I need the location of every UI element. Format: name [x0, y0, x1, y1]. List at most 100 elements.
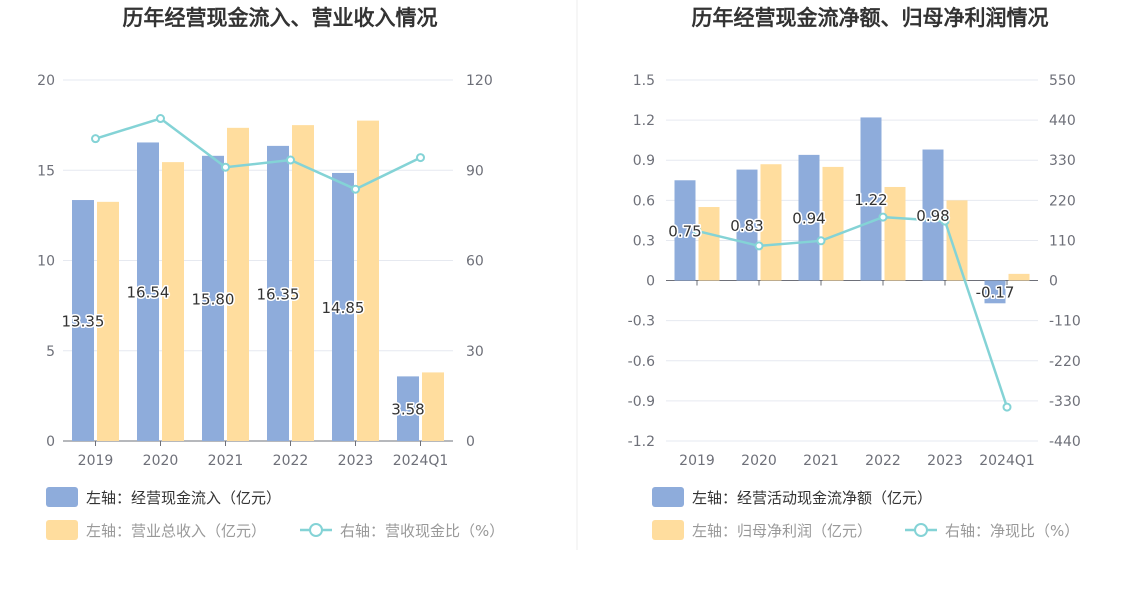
x-axis-tick-label: 2022 — [865, 453, 901, 469]
left-axis-tick-label: 20 — [37, 73, 55, 89]
bar-series-1 — [922, 149, 944, 281]
x-axis-tick-label: 2019 — [679, 453, 715, 469]
bar-series-2 — [422, 372, 444, 441]
bar-series-1 — [137, 142, 159, 441]
left-axis-tick-label: -0.6 — [628, 354, 655, 370]
right-axis-tick-label: 30 — [466, 344, 484, 360]
legend-label: 右轴：营收现金比（%） — [340, 522, 504, 540]
chart-title: 历年经营现金流净额、归母净利润情况 — [692, 6, 1049, 30]
bar-data-label: 0.75 — [668, 222, 701, 240]
legend-swatch-bar-1 — [652, 487, 684, 507]
chart-title: 历年经营现金流入、营业收入情况 — [123, 6, 438, 30]
line-point — [1002, 402, 1012, 412]
right-axis-tick-label: 0 — [466, 434, 475, 450]
left-axis-tick-label: 0 — [646, 274, 655, 290]
left-axis-tick-label: -0.9 — [628, 394, 655, 410]
bar-series-1 — [984, 280, 1006, 304]
right-axis-tick-label: -330 — [1049, 394, 1081, 410]
legend-label: 左轴：经营现金流入（亿元） — [86, 489, 281, 507]
left-axis-tick-label: 0 — [46, 434, 55, 450]
right-axis-tick-label: 440 — [1049, 113, 1076, 129]
line-point — [754, 241, 764, 251]
right-axis-tick-label: 120 — [466, 73, 493, 89]
bar-data-label: 14.85 — [322, 299, 365, 317]
bar-data-label: 15.80 — [192, 290, 235, 308]
line-point — [878, 212, 888, 222]
left-axis-tick-label: 5 — [46, 344, 55, 360]
x-axis-tick-label: 2022 — [273, 453, 309, 469]
line-point — [692, 226, 702, 236]
line-series — [95, 117, 422, 191]
line-point — [91, 134, 100, 144]
right-axis-tick-label: -110 — [1049, 314, 1081, 330]
left-axis-tick-label: -0.3 — [628, 314, 655, 330]
bar-series-1 — [397, 376, 419, 441]
right-axis-tick-label: -440 — [1049, 434, 1081, 450]
legend-swatch-marker — [914, 523, 928, 537]
bar-series-2 — [162, 162, 184, 441]
right-axis-tick-label: 330 — [1049, 153, 1076, 169]
line-point — [416, 153, 425, 163]
bar-data-label: 0.83 — [730, 217, 763, 235]
left-axis-tick-label: 1.5 — [633, 73, 655, 89]
x-axis-tick-label: 2024Q1 — [393, 453, 449, 469]
bar-data-label: 0.98 — [916, 207, 949, 225]
chart-panel-1: 历年经营现金流入、营业收入情况 0 5 10 15 20 0 30 60 90 120 2019 202… — [37, 6, 504, 540]
bar-data-label: 3.58 — [391, 401, 424, 419]
bar-series-1 — [798, 154, 820, 281]
right-axis-tick-label: 220 — [1049, 193, 1076, 209]
right-axis-tick-label: 550 — [1049, 73, 1076, 89]
legend-swatch-bar-2 — [46, 520, 78, 540]
line-point — [221, 162, 230, 172]
right-axis-tick-label: 90 — [466, 163, 484, 179]
x-axis-tick-label: 2023 — [338, 453, 374, 469]
x-axis-tick-label: 2021 — [803, 453, 839, 469]
bar-series-2 — [760, 164, 782, 281]
bar-series-2 — [1008, 273, 1030, 281]
line-point — [351, 184, 360, 194]
bar-data-label: 0.94 — [792, 210, 825, 228]
bar-series-2 — [357, 120, 379, 442]
x-axis-tick-label: 2020 — [741, 453, 777, 469]
legend-swatch-bar-1 — [46, 487, 78, 507]
bar-data-label: 1.22 — [854, 191, 887, 209]
left-axis-tick-label: 0.6 — [633, 193, 655, 209]
legend-swatch-marker — [309, 523, 323, 537]
line-point — [816, 236, 826, 246]
line-point — [940, 216, 950, 226]
bar-series-2 — [292, 125, 314, 441]
bar-data-label: 13.35 — [62, 313, 105, 331]
left-axis-tick-label: 0.3 — [633, 233, 655, 249]
bar-data-label: -0.17 — [976, 284, 1015, 302]
bar-series-1 — [674, 180, 696, 281]
bar-series-2 — [822, 166, 844, 281]
chart-panel-2: 历年经营现金流净额、归母净利润情况 -1.2 -0.9 -0.6 -0.3 0 0.3 0.6… — [628, 6, 1081, 540]
bar-series-1 — [332, 172, 354, 441]
left-axis-tick-label: 15 — [37, 163, 55, 179]
left-axis-tick-label: 10 — [37, 254, 55, 270]
x-axis-tick-label: 2024Q1 — [979, 453, 1035, 469]
bar-series-1 — [72, 200, 94, 441]
right-axis-tick-label: -220 — [1049, 354, 1081, 370]
x-axis-tick-label: 2021 — [208, 453, 244, 469]
bar-series-2 — [884, 186, 906, 281]
left-axis-tick-label: -1.2 — [628, 434, 655, 450]
right-axis-tick-label: 110 — [1049, 233, 1076, 249]
bar-series-1 — [267, 145, 289, 441]
right-axis-tick-label: 60 — [466, 254, 484, 270]
bar-series-1 — [736, 169, 758, 281]
left-axis-tick-label: 1.2 — [633, 113, 655, 129]
bar-data-label: 16.54 — [127, 284, 170, 302]
bar-data-label: 16.35 — [257, 285, 300, 303]
bar-series-2 — [698, 207, 720, 281]
line-series — [696, 215, 1009, 408]
legend-label: 左轴：归母净利润（亿元） — [692, 522, 872, 540]
line-point — [286, 155, 295, 165]
legend-label: 左轴：营业总收入（亿元） — [86, 522, 266, 540]
legend-label: 左轴：经营活动现金流净额（亿元） — [692, 489, 932, 507]
line-point — [156, 114, 165, 124]
right-axis-tick-label: 0 — [1049, 274, 1058, 290]
bar-series-2 — [97, 201, 119, 441]
